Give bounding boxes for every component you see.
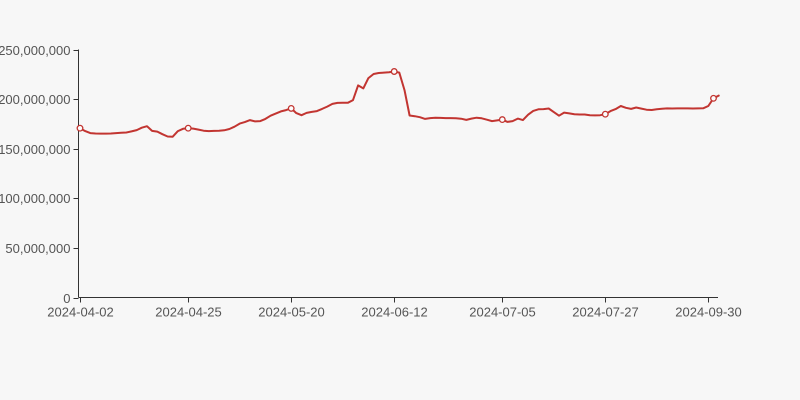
y-axis-label: 100,000,000: [0, 191, 71, 206]
data-point-marker: [498, 116, 506, 124]
y-axis-label: 50,000,000: [5, 241, 70, 256]
y-axis-label: 250,000,000: [0, 43, 71, 58]
x-axis-label: 2024-04-25: [155, 305, 222, 320]
x-axis-label: 2024-05-20: [258, 305, 325, 320]
data-point-marker: [710, 94, 717, 102]
data-point-marker: [390, 68, 398, 75]
x-axis-label: 2024-07-05: [469, 305, 536, 320]
y-axis-label: 0: [63, 291, 70, 306]
data-point-marker: [76, 124, 84, 132]
data-point-marker: [287, 104, 295, 112]
data-point-marker: [601, 110, 609, 118]
y-axis-label: 150,000,000: [0, 142, 71, 157]
x-axis-label: 2024-04-02: [47, 305, 114, 320]
x-axis-label: 2024-07-27: [572, 305, 639, 320]
x-axis-label: 2024-06-12: [361, 305, 428, 320]
x-axis-label: 2024-09-30: [675, 305, 742, 320]
data-point-marker: [184, 124, 192, 132]
y-axis-label: 200,000,000: [0, 92, 71, 107]
